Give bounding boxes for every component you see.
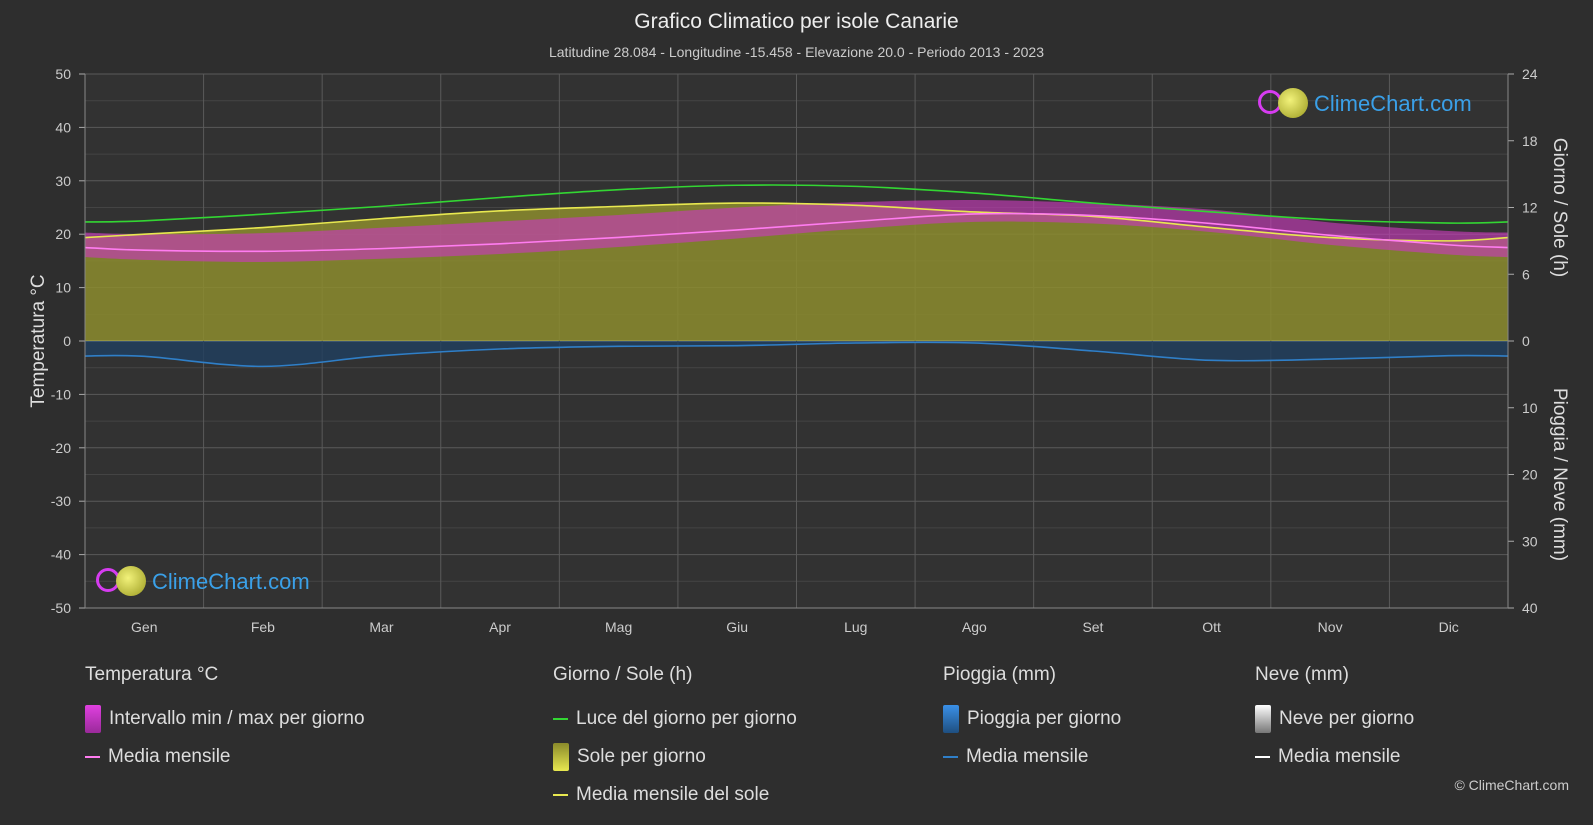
x-tick-label: Ott (1202, 619, 1221, 635)
legend-label: Intervallo min / max per giorno (109, 708, 365, 729)
x-tick-label: Apr (489, 619, 511, 635)
logo-bottom[interactable]: ClimeChart.com (96, 566, 310, 598)
y-left-tick-label: -50 (51, 600, 71, 616)
x-tick-label: Set (1082, 619, 1103, 635)
snow-mean-swatch (1255, 756, 1270, 758)
legend-label: Media mensile (108, 746, 231, 767)
climechart-logo-icon (96, 566, 146, 598)
daylight-swatch (553, 718, 568, 720)
legend-title: Neve (mm) (1255, 664, 1349, 685)
snow-swatch (1255, 705, 1271, 733)
x-tick-label: Giu (726, 619, 748, 635)
x-tick-label: Gen (131, 619, 157, 635)
legend-rain: Pioggia (mm) Pioggia per giorno Media me… (943, 664, 1121, 776)
legend-label: Media mensile del sole (576, 784, 770, 805)
y-right-sun-tick-label: 6 (1522, 266, 1530, 282)
x-tick-label: Mar (369, 619, 393, 635)
sun-mean-swatch (553, 794, 568, 796)
rain-area (85, 341, 1508, 367)
chart-title: Grafico Climatico per isole Canarie (634, 10, 959, 33)
legend-label: Neve per giorno (1279, 708, 1415, 729)
x-tick-label: Dic (1439, 619, 1459, 635)
rain-swatch (943, 705, 959, 733)
climechart-logo-icon (1258, 88, 1308, 120)
y-left-tick-label: -10 (51, 386, 71, 402)
y-right-sun-tick-label: 12 (1522, 200, 1538, 216)
legend-item: Luce del giorno per giorno (553, 700, 797, 738)
y-right-rain-tick-label: 30 (1522, 533, 1538, 549)
legend-label: Media mensile (966, 746, 1089, 767)
x-tick-label: Lug (844, 619, 867, 635)
y-left-tick-label: 10 (55, 280, 71, 296)
legend-item: Neve per giorno (1255, 700, 1414, 738)
legend-snow: Neve (mm) Neve per giorno Media mensile (1255, 664, 1414, 776)
legend-item: Intervallo min / max per giorno (85, 700, 365, 738)
x-tick-label: Mag (605, 619, 632, 635)
sun-swatch (553, 743, 569, 771)
legend-label: Pioggia per giorno (967, 708, 1122, 729)
legend-title: Temperatura °C (85, 664, 219, 685)
y-left-tick-label: -40 (51, 547, 71, 563)
y-right-rain-tick-label: 20 (1522, 467, 1538, 483)
copyright: © ClimeChart.com (1454, 777, 1569, 793)
temp-mean-swatch (85, 756, 100, 758)
y-left-tick-label: 50 (55, 66, 71, 82)
legend-label: Sole per giorno (577, 746, 706, 767)
legend-temperature: Temperatura °C Intervallo min / max per … (85, 664, 365, 776)
y-right-rain-tick-label: 40 (1522, 600, 1538, 616)
y-left-tick-label: -30 (51, 493, 71, 509)
legend-title: Giorno / Sole (h) (553, 664, 693, 685)
legend-label: Media mensile (1278, 746, 1401, 767)
legend-item: Media mensile (943, 738, 1121, 776)
legend-title: Pioggia (mm) (943, 664, 1056, 685)
y-left-title: Temperatura °C (28, 274, 49, 407)
legend-item: Media mensile (85, 738, 365, 776)
legend-sun: Giorno / Sole (h) Luce del giorno per gi… (553, 664, 797, 814)
y-right-bottom-title: Pioggia / Neve (mm) (1549, 388, 1570, 561)
series-rain-mean (84, 341, 1509, 368)
x-tick-label: Ago (962, 619, 987, 635)
legend-item: Pioggia per giorno (943, 700, 1121, 738)
legend-label: Luce del giorno per giorno (576, 708, 797, 729)
y-right-rain-tick-label: 10 (1522, 400, 1538, 416)
series-daylight (84, 184, 1509, 224)
y-right-sun-tick-label: 24 (1522, 66, 1538, 82)
y-right-sun-tick-label: 18 (1522, 133, 1538, 149)
chart-subtitle: Latitudine 28.084 - Longitudine -15.458 … (548, 44, 1045, 60)
temp-range-swatch (85, 705, 101, 733)
y-left-tick-label: 40 (55, 119, 71, 135)
series-sun-mean (84, 202, 1509, 242)
logo-text: ClimeChart.com (152, 569, 310, 594)
x-tick-label: Nov (1318, 619, 1343, 635)
legend-item: Media mensile del sole (553, 776, 797, 814)
logo-top[interactable]: ClimeChart.com (1258, 88, 1472, 120)
rain-mean-swatch (943, 756, 958, 758)
y-left-tick-label: 30 (55, 173, 71, 189)
x-tick-label: Feb (251, 619, 275, 635)
y-left-tick-label: -20 (51, 440, 71, 456)
legend-item: Media mensile (1255, 738, 1414, 776)
y-left-tick-label: 0 (63, 333, 71, 349)
series-temp-mean (84, 212, 1509, 253)
logo-text: ClimeChart.com (1314, 91, 1472, 116)
y-left-tick-label: 20 (55, 226, 71, 242)
y-right-sun-tick-label: 0 (1522, 333, 1530, 349)
y-right-top-title: Giorno / Sole (h) (1549, 138, 1570, 277)
legend-item: Sole per giorno (553, 738, 797, 776)
